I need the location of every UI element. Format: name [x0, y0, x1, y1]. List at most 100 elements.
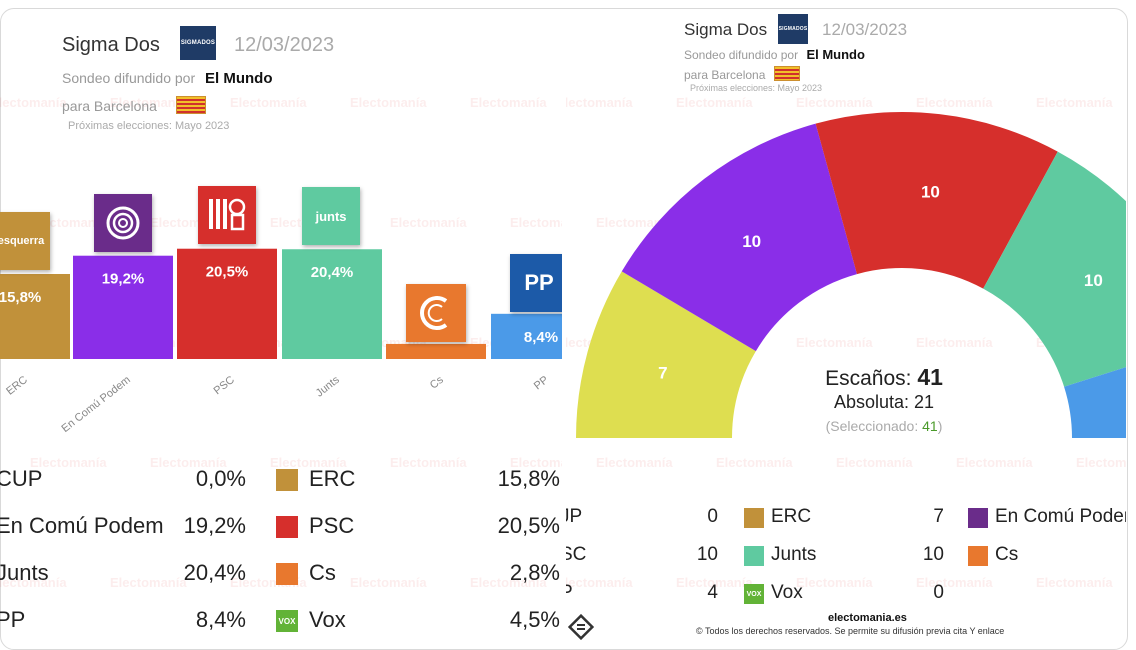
bar-data-label: 20,5%: [206, 264, 249, 281]
source-line: Sondeo difundido por El Mundo: [684, 47, 865, 62]
pollster-logo: SIGMADOS: [778, 14, 808, 44]
cs-sunburst-icon: [420, 296, 448, 330]
table-party-name: JP: [566, 506, 583, 527]
table-party-seats: 0: [707, 506, 718, 527]
x-tick-label: ERC: [4, 374, 30, 398]
selected-seats: (Seleccionado: 41): [764, 418, 1004, 434]
junts-logo-icon: junts: [302, 187, 360, 245]
table-party-seats: 7: [933, 506, 944, 527]
table-party-name: Cs: [309, 560, 336, 585]
catalan-flag-icon: [176, 96, 206, 114]
seats-label: Escaños:: [825, 367, 912, 390]
next-elections: Próximas elecciones: Mayo 2023: [690, 83, 823, 93]
table-party-name: PSC: [309, 513, 355, 538]
x-tick-label: En Comú Podem: [59, 374, 132, 435]
seat-segment-psc: [815, 112, 1058, 289]
selected-value: 41: [922, 418, 938, 434]
seat-segment-en-comú-podem: [621, 123, 857, 352]
pollster-name: Sigma Dos: [684, 20, 768, 39]
psc-logo-icon: [198, 186, 256, 244]
bar-en-comú-podem: [73, 255, 173, 359]
seat-segment-label: 7: [658, 363, 667, 382]
table-party-name: En Comú Poder: [995, 506, 1126, 527]
footer-site: electomania.es: [828, 612, 907, 624]
region-line: para Barcelona: [684, 68, 766, 82]
bar-psc: [177, 248, 277, 359]
pp-logo-text: PP: [524, 270, 554, 295]
bar-pp: [491, 313, 562, 359]
en-comu-podem-logo-icon: [94, 194, 152, 252]
table-party-seats: 10: [696, 544, 718, 565]
table-party-name: SC: [566, 544, 587, 565]
table-party-name: Vox: [771, 582, 803, 603]
seat-segment-label: 10: [742, 232, 761, 251]
junts-logo-text: junts: [315, 208, 347, 224]
table-party-value: 2,8%: [509, 560, 560, 585]
bar-data-label: 19,2%: [102, 271, 145, 288]
source-prefix: Sondeo difundido por: [684, 48, 799, 62]
region-line: para Barcelona: [62, 98, 157, 114]
catalan-flag-icon: [774, 66, 800, 81]
seat-segment-label: 10: [921, 183, 940, 202]
table-party-icon: [968, 546, 988, 566]
bar-chart: 15,8% ERC 19,2% En Comú Podem 20,5% PSC 20,4% J…: [0, 248, 562, 435]
table-party-icon: [744, 546, 764, 566]
source-prefix: Sondeo difundido por: [62, 70, 196, 86]
footer-rights: © Todos los derechos reservados. Se perm…: [696, 626, 1005, 636]
spiral-icon: [106, 206, 140, 240]
seats-total: Escaños: 41: [764, 364, 1004, 391]
seat-segment-junts: [983, 151, 1126, 387]
bar-erc: [0, 273, 70, 359]
table-party-icon: [968, 508, 988, 528]
table-party-name: CUP: [0, 466, 43, 491]
table-party-name: En Comú Podem: [0, 513, 164, 538]
source-media: El Mundo: [205, 70, 273, 87]
erc-logo-icon: esquerra: [0, 212, 50, 270]
selected-prefix: (Seleccionado:: [825, 418, 919, 434]
poll-date: 12/03/2023: [234, 34, 335, 56]
table-party-name: ERC: [771, 506, 812, 527]
seat-segment-label: 10: [1084, 271, 1103, 290]
next-elections: Próximas elecciones: Mayo 2023: [68, 120, 230, 132]
table-party-icon: [276, 516, 298, 538]
bar-data-label: 8,4%: [524, 329, 558, 346]
seat-segment-pp: [1064, 367, 1126, 438]
table-party-value: 20,4%: [183, 560, 246, 585]
bar-cs: [386, 343, 486, 359]
pp-logo-icon: PP: [510, 254, 562, 312]
table-party-icon: VOX: [276, 610, 298, 632]
table-party-name: Junts: [771, 544, 817, 565]
bar-junts: [282, 249, 382, 359]
x-tick-label: Cs: [428, 374, 446, 392]
table-party-seats: 10: [922, 544, 944, 565]
x-tick-label: PP: [532, 374, 551, 392]
table-party-icon: [744, 508, 764, 528]
hemicycle-chart: 71010104: [576, 112, 1126, 438]
table-party-name: PP: [0, 607, 26, 632]
table-party-value: 20,5%: [497, 513, 560, 538]
rose-fist-icon: [209, 198, 246, 231]
selected-suffix: ): [937, 418, 943, 434]
table-party-value: 8,4%: [195, 607, 246, 632]
poll-date: 12/03/2023: [822, 20, 908, 39]
majority-threshold: Absoluta: 21: [833, 392, 935, 412]
table-party-name: P: [566, 582, 573, 603]
table-party-name: Vox: [309, 607, 346, 632]
seat-segment-cup: [576, 271, 756, 438]
table-party-value: 15,8%: [497, 466, 560, 491]
cs-logo-icon: [406, 284, 466, 342]
table-party-value: 4,5%: [509, 607, 560, 632]
electomania-logo-icon: [568, 614, 594, 640]
erc-logo-text: esquerra: [0, 235, 45, 247]
bar-data-label: 20,4%: [311, 264, 354, 281]
pollster-logo: SIGMADOS: [180, 26, 216, 60]
seats-value: 41: [917, 364, 943, 390]
right-panel: ElectomaníaElectomaníaElectomaníaElectom…: [566, 0, 1126, 642]
table-party-seats: 4: [707, 582, 718, 603]
x-tick-label: Junts: [314, 374, 342, 400]
table-party-name: ERC: [309, 466, 356, 491]
table-party-value: 0,0%: [195, 466, 246, 491]
bar-data-label: 15,8%: [0, 289, 41, 306]
table-party-name: Junts: [0, 560, 49, 585]
source-line: Sondeo difundido por El Mundo: [62, 70, 273, 87]
